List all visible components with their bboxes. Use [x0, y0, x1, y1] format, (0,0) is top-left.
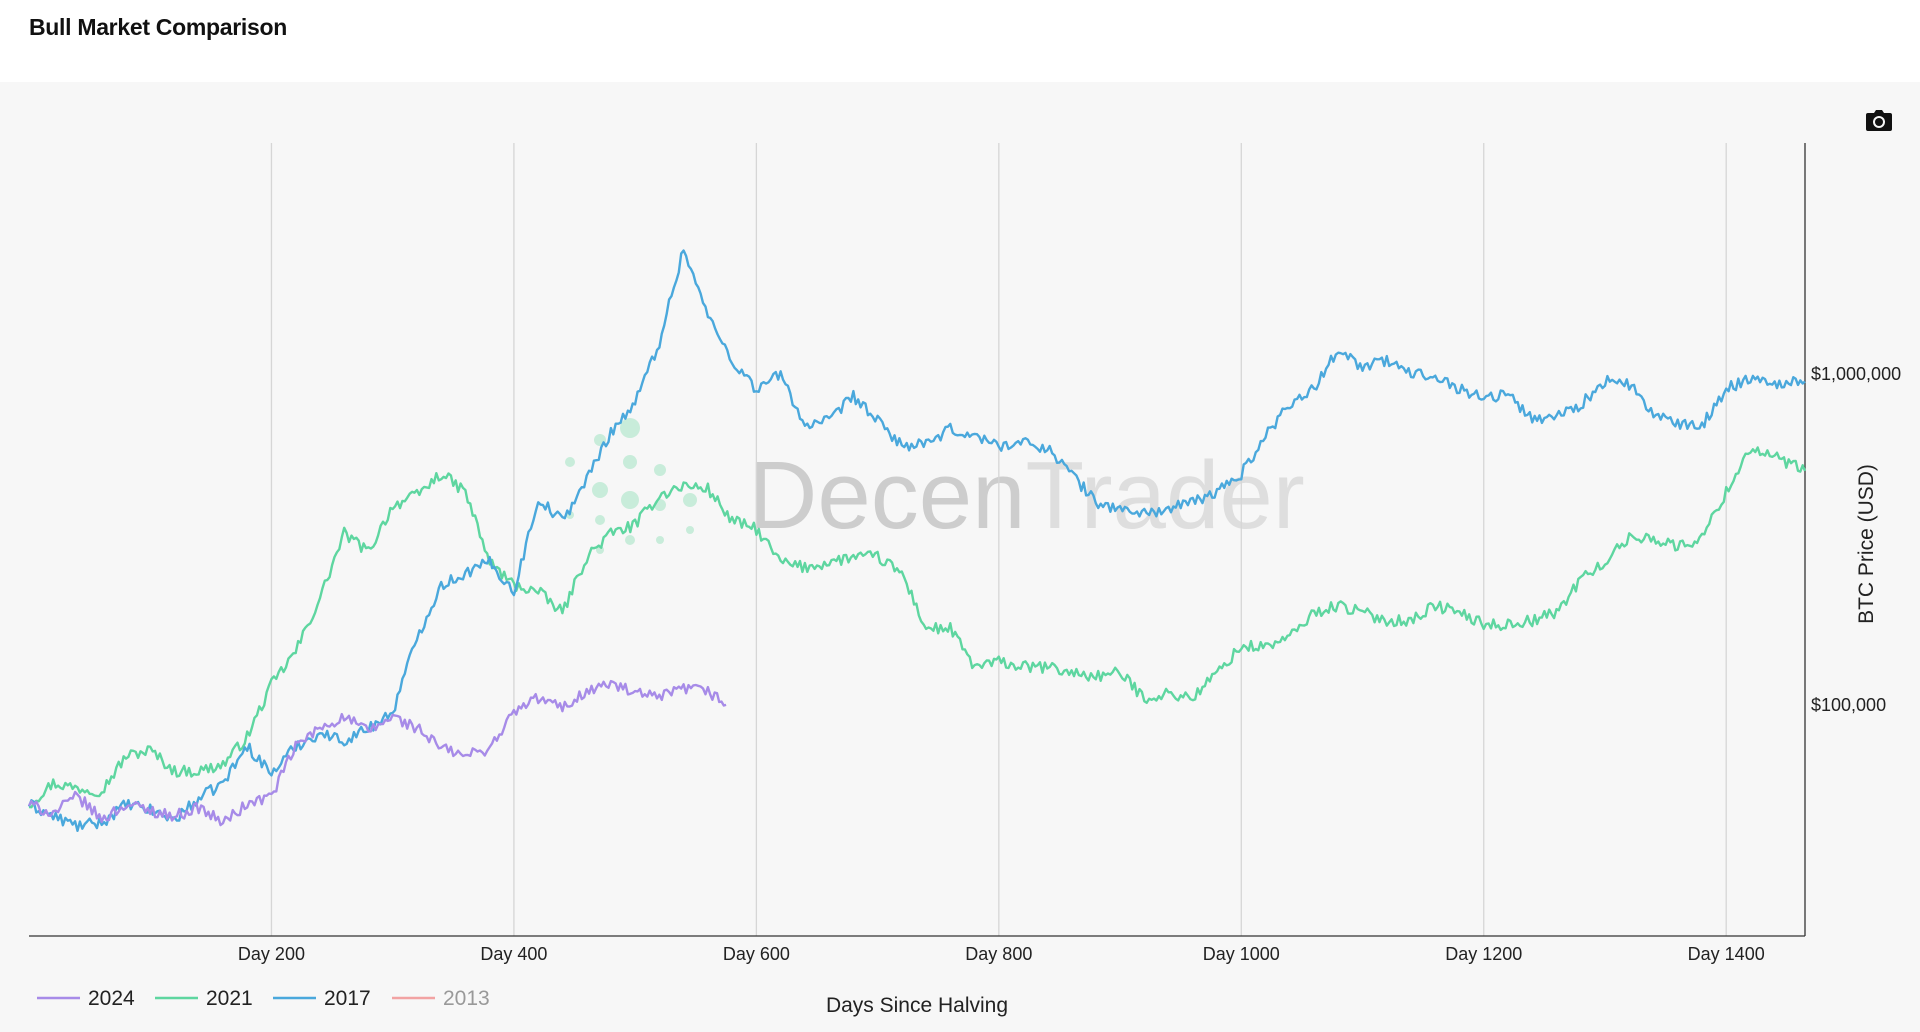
watermark-logo-dot	[623, 455, 637, 469]
x-tick-label: Day 1000	[1203, 944, 1280, 964]
watermark-text-light: Trader	[1026, 442, 1305, 549]
watermark-logo-dot	[654, 464, 666, 476]
chart-axes	[29, 143, 1806, 937]
x-tick-label: Day 1400	[1688, 944, 1765, 964]
watermark-logo-dot	[620, 418, 640, 438]
legend-label-2017[interactable]: 2017	[324, 987, 371, 1010]
chart-panel	[0, 82, 1920, 1032]
page-header: Bull Market Comparison	[0, 0, 1920, 82]
camera-icon	[1866, 110, 1892, 131]
x-tick-label: Day 800	[965, 944, 1032, 964]
y-axis-label: BTC Price (USD)	[1855, 464, 1878, 624]
x-tick-label: Day 600	[723, 944, 790, 964]
x-axis-label: Days Since Halving	[826, 994, 1008, 1017]
watermark-logo-dot	[686, 526, 694, 534]
x-tick-label: Day 400	[480, 944, 547, 964]
chart-series	[27, 249, 1807, 832]
watermark-logo-dot	[565, 457, 575, 467]
y-tick-label: $100,000	[1811, 695, 1886, 715]
page-title: Bull Market Comparison	[29, 14, 287, 40]
watermark-logo-dot	[595, 515, 605, 525]
legend-label-2024[interactable]: 2024	[88, 987, 135, 1010]
chart-ticks: Day 200 Day 400 Day 600 Day 800 Day 1000 Day …	[238, 364, 1901, 964]
watermark-logo-dot	[621, 491, 639, 509]
watermark-text: DecenTrader	[748, 442, 1305, 549]
camera-button[interactable]	[1866, 110, 1892, 132]
series-line-2021	[28, 446, 1807, 809]
x-tick-label: Day 1200	[1445, 944, 1522, 964]
x-tick-label: Day 200	[238, 944, 305, 964]
series-line-2017	[27, 249, 1806, 832]
watermark-text-dark: Decen	[748, 442, 1026, 549]
watermark-logo-dot	[656, 536, 664, 544]
legend-label-2013[interactable]: 2013	[443, 987, 490, 1010]
chart-legend: 2024 2021 2017 2013	[37, 987, 490, 1010]
legend-label-2021[interactable]: 2021	[206, 987, 253, 1010]
watermark-logo-dot	[625, 535, 635, 545]
watermark-logo-dot	[683, 493, 697, 507]
y-tick-label: $1,000,000	[1811, 364, 1901, 384]
watermark-logo-dot	[592, 482, 608, 498]
chart-gridlines	[270, 143, 1727, 936]
series-line-2024	[27, 679, 727, 827]
